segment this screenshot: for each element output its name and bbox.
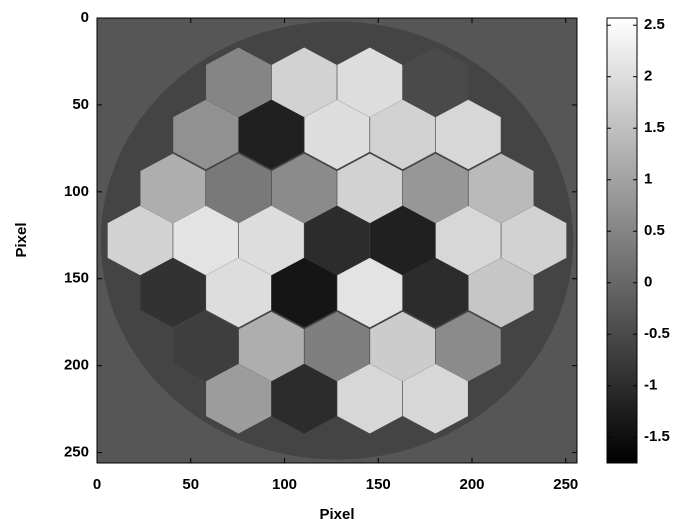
x-tick-label: 50: [182, 476, 199, 493]
colorbar-tick-label: 1.5: [644, 119, 665, 136]
x-tick-label: 0: [93, 476, 101, 493]
y-tick-label: 0: [81, 9, 89, 26]
x-tick-label: 150: [366, 476, 391, 493]
colorbar-tick-label: -0.5: [644, 325, 670, 342]
colorbar-tick-label: 1: [644, 171, 652, 188]
y-tick-label: 200: [64, 357, 89, 374]
x-tick-label: 100: [272, 476, 297, 493]
colorbar-tick-label: 0.5: [644, 222, 665, 239]
x-axis-label: Pixel: [319, 506, 354, 523]
colorbar-tick-label: -1.5: [644, 428, 670, 445]
colorbar-tick-label: 2: [644, 68, 652, 85]
colorbar-tick-label: 2.5: [644, 16, 665, 33]
y-tick-label: 250: [64, 444, 89, 461]
colorbar-tick-label: 0: [644, 274, 652, 291]
colorbar-tick-label: -1: [644, 377, 657, 394]
x-tick-label: 250: [553, 476, 578, 493]
plot-area: [97, 18, 577, 463]
y-tick-label: 100: [64, 183, 89, 200]
y-axis-label: Pixel: [13, 222, 30, 257]
chart: Pixel Pixel 0501001502002500501001502002…: [0, 0, 700, 527]
y-tick-label: 150: [64, 270, 89, 287]
y-tick-label: 50: [72, 96, 89, 113]
x-tick-label: 200: [459, 476, 484, 493]
colorbar: [607, 18, 637, 463]
